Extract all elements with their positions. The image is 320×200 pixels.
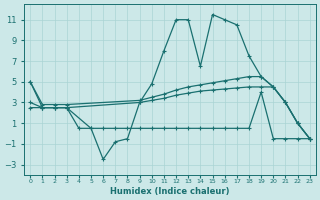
X-axis label: Humidex (Indice chaleur): Humidex (Indice chaleur) bbox=[110, 187, 230, 196]
